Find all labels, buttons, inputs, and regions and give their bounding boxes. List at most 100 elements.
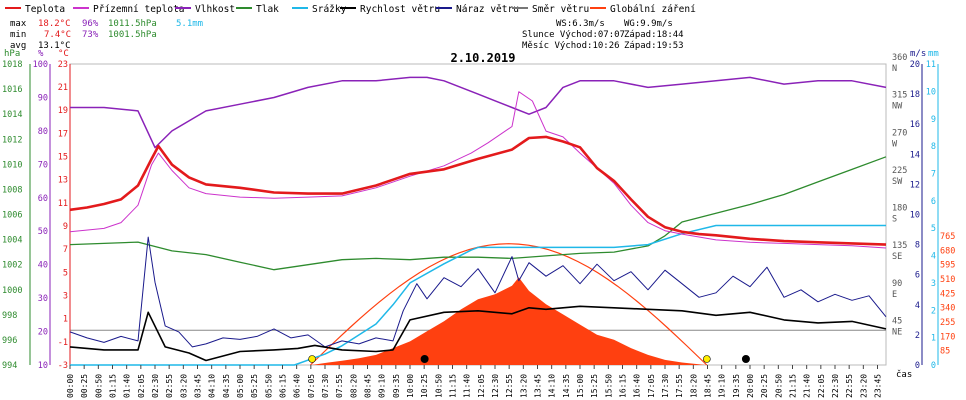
rain-tick: 1 bbox=[931, 334, 936, 344]
rain-tick: 4 bbox=[931, 252, 936, 262]
x-tick-label: 05:00 bbox=[236, 374, 245, 398]
x-tick-label: 10:00 bbox=[406, 374, 415, 398]
radiation-area bbox=[311, 277, 706, 365]
rain-tick: 10 bbox=[926, 87, 936, 97]
x-tick-label: 18:20 bbox=[689, 374, 698, 398]
x-tick-label: 22:30 bbox=[831, 374, 840, 398]
x-tick-label: 04:35 bbox=[222, 374, 231, 398]
wind-tick: 20 bbox=[910, 60, 920, 70]
x-tick-label: 02:55 bbox=[165, 374, 174, 398]
x-tick-label: 06:15 bbox=[279, 374, 288, 398]
rain-line bbox=[70, 224, 886, 366]
legend-label: Vlhkost bbox=[195, 4, 235, 15]
wind-tick: 8 bbox=[915, 241, 920, 251]
press-tick: 1016 bbox=[2, 85, 22, 95]
hum-tick: 90 bbox=[38, 93, 48, 103]
x-tick-label: 23:45 bbox=[874, 374, 883, 398]
x-tick-label: 00:25 bbox=[80, 374, 89, 398]
x-tick-label: 07:30 bbox=[321, 374, 330, 398]
x-tick-label: 05:50 bbox=[264, 374, 273, 398]
temp-tick: 19 bbox=[58, 106, 68, 116]
moonset-marker bbox=[741, 355, 750, 363]
sunrise-marker bbox=[308, 355, 316, 363]
x-tick-label: 19:10 bbox=[718, 374, 727, 398]
rain-tick: 9 bbox=[931, 115, 936, 125]
stat-max-hum: 96% bbox=[82, 19, 99, 29]
wind-tick: 10 bbox=[910, 211, 920, 221]
info-wg: WG:9.9m/s bbox=[624, 19, 673, 29]
dir-tick: 180 bbox=[892, 204, 907, 214]
x-tick-label: 15:25 bbox=[590, 374, 599, 398]
press-tick: 1010 bbox=[2, 160, 22, 170]
legend-label: Rychlost větru bbox=[360, 4, 440, 15]
wind-tick: 0 bbox=[915, 361, 920, 371]
temp-tick: 1 bbox=[63, 315, 68, 325]
rad-tick: 765 bbox=[940, 232, 955, 242]
hum-tick: 50 bbox=[38, 227, 48, 237]
x-tick-label: 20:25 bbox=[760, 374, 769, 398]
x-axis-label: čas bbox=[896, 369, 912, 380]
temp-tick: 3 bbox=[63, 292, 68, 302]
x-tick-label: 12:05 bbox=[477, 374, 486, 398]
hum-tick: 30 bbox=[38, 294, 48, 304]
stat-max-label: max bbox=[10, 19, 27, 29]
legend-label: Přízemní teplota bbox=[93, 4, 185, 15]
press-tick: 998 bbox=[2, 311, 17, 321]
dir-tick: 45 bbox=[892, 316, 902, 326]
chart-title: 2.10.2019 bbox=[450, 51, 515, 65]
legend-label: Tlak bbox=[256, 4, 279, 15]
press-tick: 1008 bbox=[2, 185, 22, 195]
dir-tick: NW bbox=[892, 102, 903, 112]
x-tick-label: 20:00 bbox=[746, 374, 755, 398]
x-tick-label: 17:30 bbox=[661, 374, 670, 398]
press-tick: 996 bbox=[2, 336, 17, 346]
x-tick-label: 02:30 bbox=[151, 374, 160, 398]
hum-tick: 20 bbox=[38, 328, 48, 338]
x-tick-label: 10:50 bbox=[434, 374, 443, 398]
stat-min-temp: 7.4°C bbox=[44, 30, 71, 40]
temp-tick: 23 bbox=[58, 60, 68, 70]
rad-tick: 595 bbox=[940, 261, 955, 271]
x-tick-label: 18:45 bbox=[704, 374, 713, 398]
temp-tick: 5 bbox=[63, 268, 68, 278]
temp-tick: 7 bbox=[63, 245, 68, 255]
x-tick-label: 21:40 bbox=[803, 374, 812, 398]
x-tick-label: 08:45 bbox=[364, 374, 373, 398]
x-tick-label: 16:40 bbox=[633, 374, 642, 398]
legend-label: Směr větru bbox=[532, 4, 589, 15]
temp-tick: 11 bbox=[58, 199, 68, 209]
legend-label: Srážky bbox=[312, 4, 347, 15]
x-tick-label: 03:20 bbox=[179, 374, 188, 398]
rain-tick: 7 bbox=[931, 169, 936, 179]
ground-temp-line bbox=[69, 91, 887, 249]
rad-tick: 680 bbox=[940, 246, 955, 256]
rain-unit: mm bbox=[928, 49, 939, 59]
wind-unit: m/s bbox=[910, 49, 926, 59]
dir-tick: S bbox=[892, 215, 897, 225]
legend-label: Teplota bbox=[25, 4, 65, 15]
x-tick-label: 00:50 bbox=[94, 374, 103, 398]
press-tick: 1018 bbox=[2, 60, 22, 70]
x-tick-label: 05:25 bbox=[250, 374, 259, 398]
dir-tick: 270 bbox=[892, 128, 907, 138]
stat-max-press: 1011.5hPa bbox=[108, 19, 157, 29]
pressure-line bbox=[69, 156, 887, 271]
press-tick: 1000 bbox=[2, 286, 22, 296]
press-tick: 1006 bbox=[2, 211, 22, 221]
dir-tick: E bbox=[892, 290, 897, 300]
wind-tick: 12 bbox=[910, 180, 920, 190]
press-tick: 1014 bbox=[2, 110, 22, 120]
dir-tick: 360 bbox=[892, 53, 907, 63]
hum-tick: 100 bbox=[33, 60, 48, 70]
info-sun-set: Západ:18:44 bbox=[624, 30, 684, 40]
x-tick-label: 02:05 bbox=[137, 374, 146, 398]
x-tick-label: 01:40 bbox=[123, 374, 132, 398]
rain-tick: 3 bbox=[931, 279, 936, 289]
sun-arc bbox=[309, 243, 708, 366]
press-tick: 1012 bbox=[2, 135, 22, 145]
rain-tick: 5 bbox=[931, 224, 936, 234]
temp-tick: 21 bbox=[58, 83, 68, 93]
temperature-line bbox=[69, 135, 887, 246]
